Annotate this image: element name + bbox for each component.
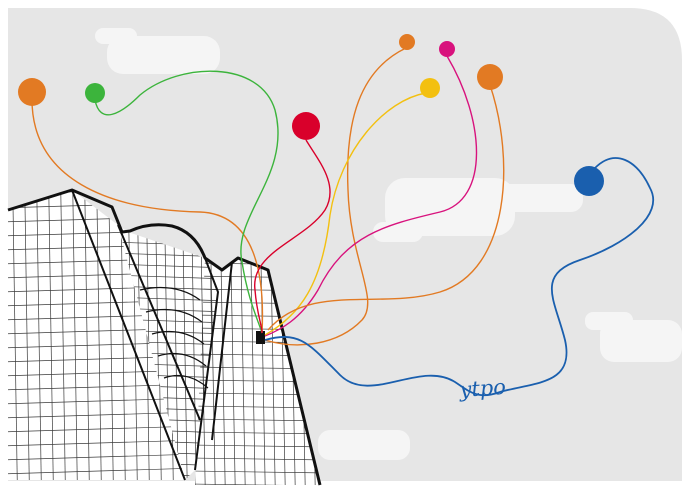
balloon-orange-left	[18, 78, 46, 106]
string-orange-right	[267, 84, 505, 331]
string-yellow	[264, 92, 427, 336]
cloud	[373, 222, 423, 242]
cloud	[600, 320, 682, 362]
cloud	[318, 430, 410, 460]
string-orange-left	[31, 95, 264, 334]
window-column-line	[0, 140, 6, 489]
cloud	[107, 36, 220, 74]
string-green	[94, 70, 279, 334]
string-magenta	[264, 55, 478, 337]
balloon-green	[85, 83, 105, 103]
window-row-line	[195, 444, 320, 448]
balloon-orange-small	[399, 34, 415, 50]
window-row-line	[8, 439, 185, 447]
clouds	[95, 28, 682, 460]
balloon-strings	[31, 47, 655, 397]
window-row-line	[8, 425, 185, 433]
string-orange-small	[264, 47, 407, 346]
building-edge-line	[71, 189, 233, 481]
window-column-line	[47, 190, 55, 480]
window-row-line	[8, 467, 185, 475]
balloon-yellow	[420, 78, 440, 98]
window-row-line	[195, 470, 320, 474]
window-row-line	[0, 482, 200, 488]
building-outline	[7, 188, 322, 486]
balloon-magenta	[439, 41, 455, 57]
balloons	[18, 34, 604, 196]
window-row-line	[195, 457, 320, 461]
string-blue	[264, 157, 655, 397]
window-column-line	[71, 190, 79, 480]
skyscraper	[0, 140, 322, 489]
window-row-line	[8, 453, 185, 461]
window-column-line	[239, 258, 247, 485]
window-row-line	[195, 483, 320, 485]
string-red	[254, 139, 331, 334]
window-column-line	[83, 190, 91, 480]
window-column-line	[35, 190, 43, 480]
string-anchor-window	[256, 331, 265, 344]
cloud	[385, 178, 515, 236]
balloon-red	[292, 112, 320, 140]
cloud	[483, 184, 583, 212]
building-balconies	[139, 286, 209, 389]
balloon-orange-right	[477, 64, 503, 90]
window-column-line	[59, 190, 67, 480]
signature-text: ytpo	[458, 375, 507, 402]
balloon-blue	[574, 166, 604, 196]
